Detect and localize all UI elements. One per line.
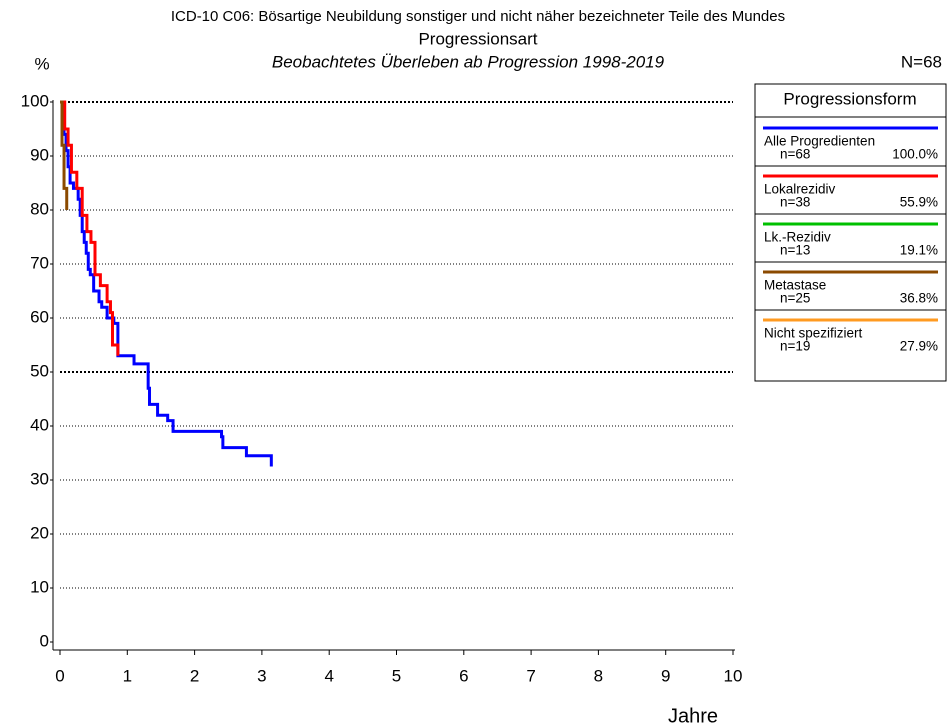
x-tick-label: 5 <box>392 666 401 685</box>
survival-line <box>60 100 120 356</box>
legend-count: n=68 <box>780 147 810 162</box>
y-tick-label: 80 <box>30 199 49 218</box>
legend-count: n=13 <box>780 243 810 258</box>
y-tick-label: 20 <box>30 523 49 542</box>
legend-title: Progressionsform <box>783 89 916 108</box>
legend-percent: 36.8% <box>900 291 938 306</box>
y-tick-label: 10 <box>30 577 49 596</box>
legend-percent: 27.9% <box>900 339 938 354</box>
x-tick-label: 3 <box>257 666 266 685</box>
y-tick-label: 0 <box>40 631 49 650</box>
legend-label: Alle Progredienten <box>764 134 875 149</box>
y-tick-label: 30 <box>30 469 49 488</box>
y-axis-label: % <box>34 54 49 73</box>
legend-count: n=25 <box>780 291 810 306</box>
x-tick-label: 0 <box>55 666 64 685</box>
legend-label: Lokalrezidiv <box>764 182 836 197</box>
y-tick-label: 90 <box>30 145 49 164</box>
x-axis-label: Jahre <box>668 705 718 727</box>
legend-percent: 19.1% <box>900 243 938 258</box>
y-tick-label: 40 <box>30 415 49 434</box>
survival-line <box>60 100 69 210</box>
x-tick-label: 9 <box>661 666 670 685</box>
y-tick-label: 60 <box>30 307 49 326</box>
chart-subtitle: Progressionsart <box>418 29 537 48</box>
total-count: N=68 <box>901 52 942 71</box>
x-tick-label: 2 <box>190 666 199 685</box>
x-tick-label: 7 <box>526 666 535 685</box>
y-tick-label: 50 <box>30 361 49 380</box>
x-tick-label: 4 <box>324 666 333 685</box>
chart-subtitle: Beobachtetes Überleben ab Progression 19… <box>272 52 665 71</box>
legend-label: Lk.-Rezidiv <box>764 230 831 245</box>
legend-count: n=19 <box>780 339 810 354</box>
x-tick-label: 8 <box>594 666 603 685</box>
chart-title: ICD-10 C06: Bösartige Neubildung sonstig… <box>171 8 785 25</box>
legend-label: Nicht spezifiziert <box>764 326 863 341</box>
legend-label: Metastase <box>764 278 826 293</box>
survival-line <box>60 100 273 467</box>
x-tick-label: 6 <box>459 666 468 685</box>
legend-count: n=38 <box>780 195 810 210</box>
x-tick-label: 10 <box>724 666 743 685</box>
legend-percent: 55.9% <box>900 195 938 210</box>
y-tick-label: 70 <box>30 253 49 272</box>
y-tick-label: 100 <box>21 91 49 110</box>
x-tick-label: 1 <box>123 666 132 685</box>
legend-box <box>754 83 947 382</box>
legend-percent: 100.0% <box>892 147 938 162</box>
